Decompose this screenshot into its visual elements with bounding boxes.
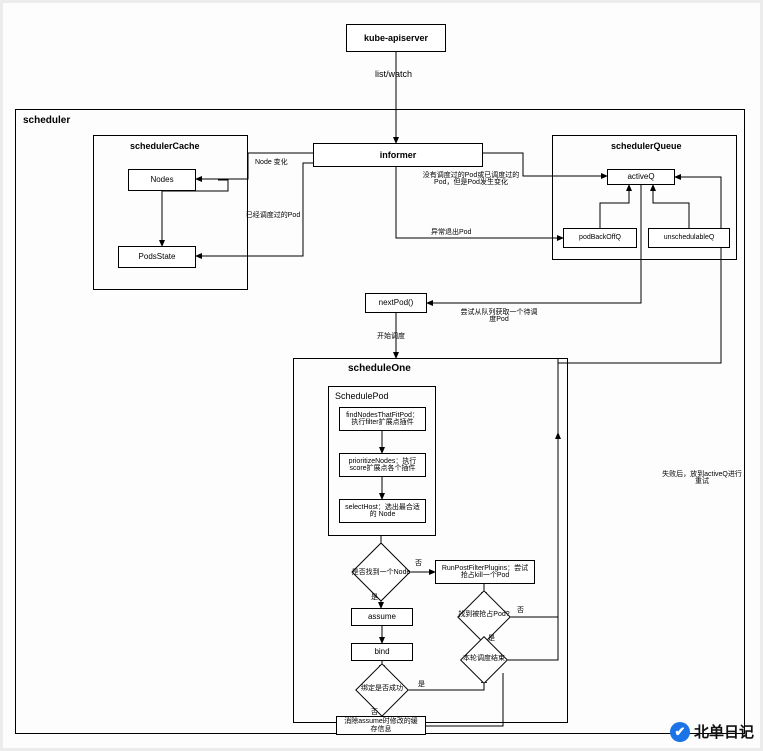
prioritize-text: prioritizeNodes：执行score扩展点各个插件	[344, 458, 421, 473]
podsstate-box: PodsState	[118, 246, 196, 268]
scheduleone-label: scheduleOne	[348, 363, 411, 374]
scheduler-queue-label: schedulerQueue	[611, 141, 682, 151]
roundend-text: 本轮调度结束	[459, 655, 509, 662]
abnormal-exit-label: 异常退出Pod	[431, 229, 471, 236]
bind-box: bind	[351, 643, 413, 661]
start-sched-label: 开始调度	[377, 333, 405, 340]
schedulepod-label: SchedulePod	[335, 391, 389, 401]
list-watch-label: list/watch	[375, 70, 412, 79]
not-scheduled-label: 没有调度过的Pod或已调度过的Pod，但是Pod发生变化	[416, 172, 526, 187]
runpostfilter-text: RunPostFilterPlugins：尝试抢占kill一个Pod	[440, 565, 530, 580]
podsstate-text: PodsState	[139, 253, 176, 262]
kube-apiserver-node: kube-apiserver	[346, 24, 446, 52]
findnodes-box: findNodesThatFitPod：执行filter扩展点插件	[339, 407, 426, 431]
runpostfilter-box: RunPostFilterPlugins：尝试抢占kill一个Pod	[435, 560, 535, 584]
assume-text: assume	[368, 613, 396, 622]
findnodes-text: findNodesThatFitPod：执行filter扩展点插件	[344, 412, 421, 427]
bindok-text: 绑定是否成功	[355, 685, 409, 692]
node-change-label: Node 变化	[255, 159, 288, 166]
fail-retry-label: 失败后，放到activeQ进行重试	[661, 471, 743, 486]
preempt-no: 否	[517, 607, 524, 614]
activeq-box: activeQ	[607, 169, 675, 185]
selecthost-box: selectHost：选出最合适的 Node	[339, 499, 426, 523]
watermark-icon: ✔	[670, 722, 690, 742]
rollback-text: 消除assume时修改的缓存信息	[341, 718, 421, 733]
nodes-box: Nodes	[128, 169, 196, 191]
activeq-text: activeQ	[627, 173, 654, 182]
nextpod-text: nextPod()	[379, 299, 414, 308]
prioritize-box: prioritizeNodes：执行score扩展点各个插件	[339, 453, 426, 477]
scheduler-label: scheduler	[23, 115, 70, 126]
selecthost-text: selectHost：选出最合适的 Node	[344, 504, 421, 519]
podbackoffq-box: podBackOffQ	[563, 228, 637, 248]
assume-box: assume	[351, 608, 413, 626]
found-node-no: 否	[415, 560, 422, 567]
found-node-text: 是否找到一个Node	[348, 551, 414, 593]
watermark-text: 北单日记	[694, 721, 754, 742]
nextpod-box: nextPod()	[365, 293, 427, 313]
nodes-text: Nodes	[150, 176, 173, 185]
unschedulableq-box: unschedulableQ	[648, 228, 730, 248]
informer-text: informer	[380, 150, 417, 160]
scheduler-cache-label: schedulerCache	[130, 141, 200, 151]
unschedulableq-text: unschedulableQ	[664, 234, 715, 241]
found-node-yes: 是	[371, 594, 378, 601]
try-fetch-label: 尝试从队列获取一个待调度Pod	[459, 309, 539, 324]
preempt-text2: 找到被抢占Pod?	[453, 611, 515, 618]
found-node-diamond: 是否找到一个Node	[360, 551, 402, 593]
scheduled-pod-label: 已经调度过的Pod	[245, 212, 301, 219]
podbackoffq-text: podBackOffQ	[579, 234, 621, 241]
rollback-box: 消除assume时修改的缓存信息	[336, 716, 426, 735]
bind-text: bind	[374, 648, 389, 657]
kube-apiserver-text: kube-apiserver	[364, 33, 428, 43]
watermark: ✔ 北单日记	[670, 721, 754, 742]
informer-node: informer	[313, 143, 483, 167]
bindok-yes: 是	[418, 681, 425, 688]
